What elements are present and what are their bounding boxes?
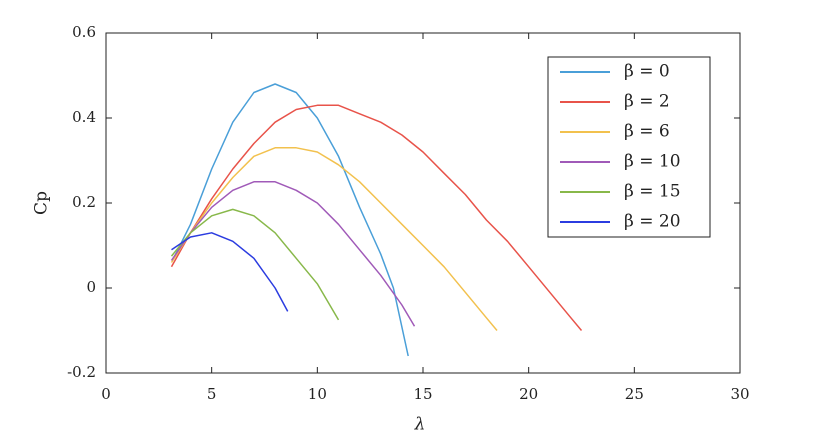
x-tick-label: 30 xyxy=(730,385,749,403)
y-tick-label: 0 xyxy=(86,278,96,296)
legend-label: β = 2 xyxy=(624,92,670,112)
y-tick-label: 0.2 xyxy=(72,193,96,211)
x-tick-label: 10 xyxy=(308,385,327,403)
legend-label: β = 6 xyxy=(624,122,670,142)
legend-label: β = 20 xyxy=(624,212,681,232)
series-line xyxy=(170,181,416,327)
series-line xyxy=(170,208,340,321)
series-line xyxy=(170,104,583,331)
y-axis-label: Cp xyxy=(32,191,52,215)
series-line xyxy=(170,147,498,331)
legend-label: β = 15 xyxy=(624,182,681,202)
y-tick-label: -0.2 xyxy=(67,363,96,381)
x-tick-label: 0 xyxy=(101,385,111,403)
x-tick-label: 20 xyxy=(519,385,538,403)
x-tick-label: 15 xyxy=(413,385,432,403)
x-axis-label: λ xyxy=(414,415,426,435)
legend-label: β = 10 xyxy=(624,152,681,172)
series-line xyxy=(172,83,409,357)
legend-box xyxy=(547,56,711,238)
series-line xyxy=(171,232,289,312)
x-tick-label: 25 xyxy=(625,385,644,403)
legend-label: β = 0 xyxy=(624,62,670,82)
y-tick-label: 0.4 xyxy=(72,108,96,126)
x-tick-label: 5 xyxy=(207,385,217,403)
y-tick-label: 0.6 xyxy=(72,23,96,41)
